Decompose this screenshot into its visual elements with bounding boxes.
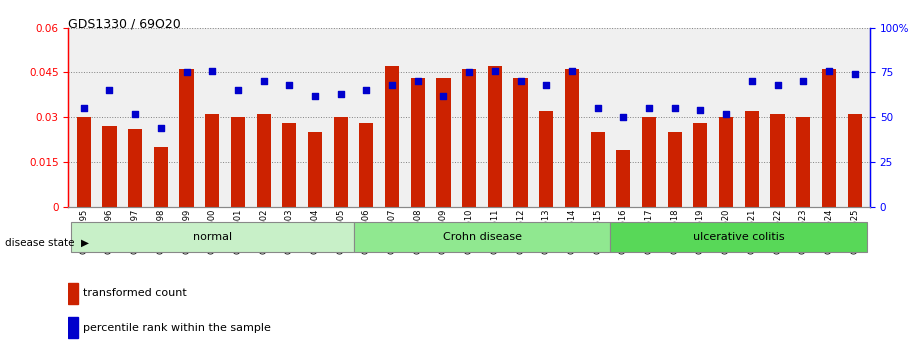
- Bar: [565, 69, 579, 207]
- Bar: [359, 123, 374, 207]
- Bar: [308, 132, 322, 207]
- Point: [308, 93, 322, 99]
- Point: [256, 79, 271, 84]
- Bar: [462, 69, 476, 207]
- Point: [230, 88, 245, 93]
- Point: [359, 88, 374, 93]
- Bar: [796, 117, 810, 207]
- Point: [744, 79, 759, 84]
- Bar: [128, 129, 142, 207]
- Point: [384, 82, 399, 88]
- Point: [154, 125, 169, 131]
- Bar: [154, 147, 168, 207]
- Bar: [179, 69, 194, 207]
- Bar: [590, 132, 605, 207]
- Text: percentile rank within the sample: percentile rank within the sample: [83, 323, 271, 333]
- Bar: [539, 111, 553, 207]
- Text: ulcerative colitis: ulcerative colitis: [693, 232, 784, 242]
- Point: [668, 106, 682, 111]
- Point: [179, 70, 194, 75]
- Point: [128, 111, 142, 117]
- Point: [822, 68, 836, 73]
- Point: [333, 91, 348, 97]
- Point: [719, 111, 733, 117]
- Bar: [436, 78, 451, 207]
- Point: [641, 106, 656, 111]
- Bar: [771, 114, 784, 207]
- Bar: [642, 117, 656, 207]
- Bar: [230, 117, 245, 207]
- Bar: [282, 123, 296, 207]
- Bar: [514, 78, 527, 207]
- Point: [616, 115, 630, 120]
- Bar: [822, 69, 836, 207]
- Point: [693, 107, 708, 113]
- Point: [513, 79, 527, 84]
- Text: disease state  ▶: disease state ▶: [5, 238, 88, 248]
- Bar: [668, 132, 681, 207]
- Bar: [333, 117, 348, 207]
- Bar: [411, 78, 425, 207]
- Bar: [487, 67, 502, 207]
- Point: [565, 68, 579, 73]
- Point: [436, 93, 451, 99]
- Point: [590, 106, 605, 111]
- Point: [411, 79, 425, 84]
- Text: normal: normal: [192, 232, 231, 242]
- Text: Crohn disease: Crohn disease: [443, 232, 521, 242]
- Bar: [205, 114, 220, 207]
- Bar: [68, 317, 78, 338]
- Bar: [385, 67, 399, 207]
- FancyBboxPatch shape: [610, 223, 867, 252]
- Bar: [847, 114, 862, 207]
- Bar: [745, 111, 759, 207]
- FancyBboxPatch shape: [353, 223, 610, 252]
- Bar: [693, 123, 708, 207]
- Point: [462, 70, 476, 75]
- Bar: [616, 150, 630, 207]
- Bar: [719, 117, 733, 207]
- Bar: [257, 114, 271, 207]
- Point: [847, 71, 862, 77]
- Point: [487, 68, 502, 73]
- Point: [102, 88, 117, 93]
- Bar: [77, 117, 91, 207]
- Point: [770, 82, 784, 88]
- Text: GDS1330 / 69O20: GDS1330 / 69O20: [68, 17, 181, 30]
- Bar: [102, 126, 117, 207]
- Text: transformed count: transformed count: [83, 288, 187, 298]
- Point: [796, 79, 811, 84]
- Point: [282, 82, 297, 88]
- Point: [539, 82, 554, 88]
- Point: [205, 68, 220, 73]
- Bar: [68, 283, 78, 304]
- FancyBboxPatch shape: [71, 223, 353, 252]
- Point: [77, 106, 91, 111]
